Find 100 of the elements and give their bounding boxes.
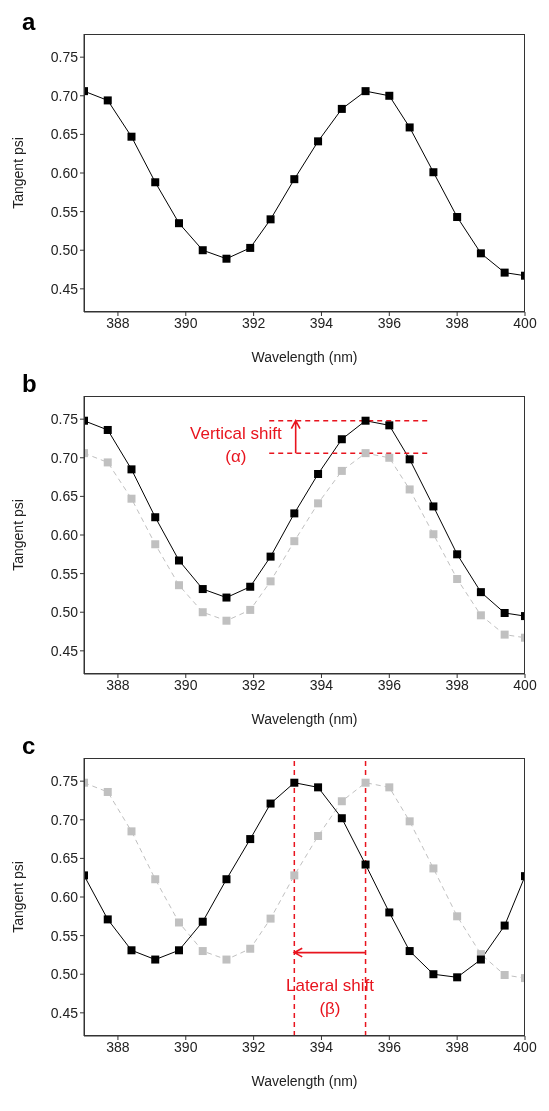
point [127, 494, 136, 503]
point [174, 946, 183, 955]
point [151, 875, 160, 884]
x-tick-label: 392 [241, 1038, 266, 1055]
y-tick-label: 0.45 [50, 1004, 79, 1021]
point [127, 465, 136, 474]
x-axis-title: Wavelength (nm) [251, 711, 358, 727]
point [385, 908, 394, 917]
y-tick-label: 0.50 [50, 242, 79, 259]
point [500, 970, 509, 979]
y-tick-label: 0.70 [50, 87, 79, 104]
point [174, 219, 183, 228]
point [246, 835, 255, 844]
point [290, 871, 299, 880]
point [429, 168, 438, 177]
point [151, 540, 160, 549]
x-tick-label: 400 [513, 314, 537, 331]
point [290, 175, 299, 184]
point [266, 215, 275, 224]
y-tick-label: 0.75 [50, 773, 79, 790]
point [127, 827, 136, 836]
y-tick-label: 0.70 [50, 449, 79, 466]
x-tick-label: 388 [106, 1038, 130, 1055]
x-tick-label: 398 [445, 676, 470, 693]
x-tick-label: 392 [241, 314, 266, 331]
point [337, 466, 346, 475]
point [222, 616, 231, 625]
y-tick-label: 0.45 [50, 280, 79, 297]
point [174, 556, 183, 565]
point [314, 469, 323, 478]
y-tick-label: 0.55 [50, 927, 79, 944]
point [174, 581, 183, 590]
point [337, 814, 346, 823]
point [361, 860, 370, 869]
point [453, 550, 462, 559]
point [266, 914, 275, 923]
x-tick-label: 400 [513, 676, 537, 693]
point [222, 254, 231, 263]
point [290, 509, 299, 518]
x-tick-label: 398 [445, 1038, 470, 1055]
y-tick-label: 0.55 [50, 565, 79, 582]
point [246, 582, 255, 591]
point [246, 243, 255, 252]
x-tick-label: 390 [174, 676, 198, 693]
point [103, 787, 112, 796]
point [103, 96, 112, 105]
chart-title: b [22, 370, 37, 398]
y-tick-label: 0.60 [50, 888, 79, 905]
y-tick-label: 0.65 [50, 488, 79, 505]
point [198, 947, 207, 956]
point [385, 421, 394, 430]
x-tick-label: 388 [106, 676, 130, 693]
point [361, 87, 370, 96]
point [500, 630, 509, 639]
point [222, 955, 231, 964]
point [174, 918, 183, 927]
point [476, 588, 485, 597]
y-axis-title: Tangent psi [9, 137, 26, 209]
x-tick-label: 398 [445, 314, 470, 331]
x-tick-label: 396 [377, 314, 402, 331]
point [314, 137, 323, 146]
x-tick-label: 394 [309, 314, 334, 331]
point [476, 611, 485, 620]
point [429, 970, 438, 979]
point [314, 783, 323, 792]
x-tick-label: 396 [377, 1038, 402, 1055]
point [151, 955, 160, 964]
point [429, 864, 438, 873]
y-tick-label: 0.60 [50, 526, 79, 543]
point [198, 608, 207, 617]
x-tick-label: 394 [309, 1038, 334, 1055]
y-tick-label: 0.70 [50, 811, 79, 828]
x-tick-label: 400 [513, 1038, 537, 1055]
x-tick-label: 392 [241, 676, 266, 693]
point [314, 499, 323, 508]
point [198, 246, 207, 255]
point [151, 513, 160, 522]
point [222, 593, 231, 602]
annotation: Lateral shift (β) [285, 974, 374, 1020]
point [103, 458, 112, 467]
point [500, 608, 509, 617]
point [385, 453, 394, 462]
x-tick-label: 390 [174, 314, 198, 331]
y-axis-title: Tangent psi [9, 861, 26, 933]
point [198, 585, 207, 594]
y-tick-label: 0.60 [50, 164, 79, 181]
chart-title: a [22, 8, 36, 36]
point [337, 435, 346, 444]
point [290, 537, 299, 546]
point [405, 123, 414, 132]
point [405, 485, 414, 494]
point [246, 944, 255, 953]
point [476, 249, 485, 258]
point [290, 778, 299, 787]
point [222, 875, 231, 884]
x-tick-label: 388 [106, 314, 130, 331]
y-tick-label: 0.55 [50, 203, 79, 220]
point [500, 268, 509, 277]
x-tick-label: 394 [309, 676, 334, 693]
point [266, 799, 275, 808]
